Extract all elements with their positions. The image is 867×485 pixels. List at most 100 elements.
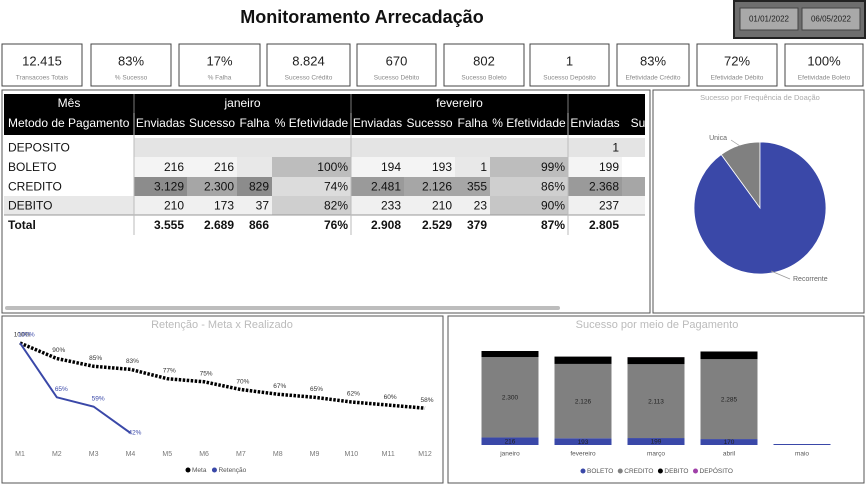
date-start-box[interactable] (739, 7, 799, 31)
table-cell (237, 157, 272, 177)
table-cell (490, 215, 568, 235)
legend-marker (211, 467, 217, 473)
line-panel (1, 315, 444, 484)
x-tick-label: M5 (162, 451, 172, 458)
table-value: 2.908 (371, 218, 401, 232)
x-tick-label: M7 (236, 451, 246, 458)
kpi-card (356, 43, 437, 87)
table-cell (404, 157, 455, 177)
date-end-box[interactable] (801, 7, 861, 31)
table-value: 1 (612, 141, 619, 155)
chart-title: Sucesso por meio de Pagamento (576, 319, 739, 331)
table-cell (272, 157, 351, 177)
table-cell (568, 196, 622, 215)
table-cell (272, 196, 351, 215)
x-tick-label: março (647, 451, 665, 458)
kpi-card (696, 43, 778, 87)
table-cell (622, 215, 645, 235)
bar-segment (481, 351, 539, 358)
kpi-value: 83% (640, 53, 666, 68)
table-cell (490, 157, 568, 177)
row-header: DEBITO (8, 199, 52, 213)
row-header: DEPOSITO (8, 141, 70, 155)
x-tick-label: abril (723, 451, 736, 458)
kpi-value: 100% (807, 53, 841, 68)
table-cell (568, 138, 622, 157)
slice-label: Unica (709, 135, 727, 142)
table-cell (187, 177, 237, 196)
kpi-value: 72% (724, 53, 750, 68)
x-tick-label: maio (795, 451, 809, 458)
kpi-card (90, 43, 172, 87)
table-value: 233 (381, 199, 401, 213)
kpi-label: % Sucesso (115, 75, 148, 82)
table-cell (134, 138, 187, 157)
legend-label: BOLETO (587, 468, 613, 475)
table-value: 379 (467, 218, 487, 232)
kpi-card (1, 43, 83, 87)
month-header: Mês (58, 96, 81, 110)
kpi-label: Sucesso Boleto (461, 75, 507, 82)
x-tick-label: M3 (89, 451, 99, 458)
table-cell (4, 177, 134, 196)
table-cell (4, 157, 134, 177)
data-label: 65% (310, 386, 323, 393)
chart-title: Sucesso por Frequência de Doação (700, 93, 820, 102)
legend-marker (693, 468, 698, 474)
date-end: 06/05/2022 (811, 15, 852, 24)
slice-label: Recorrente (793, 276, 828, 283)
kpi-value: 8.824 (292, 53, 325, 68)
column-header: % Efetividade (275, 116, 349, 130)
data-label: 58% (420, 397, 433, 404)
scrollbar[interactable] (5, 306, 560, 310)
leader-line (770, 270, 791, 280)
data-label: 60% (384, 394, 397, 401)
kpi-label: Efetividade Crédito (626, 75, 681, 82)
table-value: 3.555 (154, 218, 184, 232)
bar-segment (773, 444, 831, 445)
kpi-label: Sucesso Depósito (543, 75, 596, 82)
table-value: 3.129 (154, 180, 184, 194)
data-label: 100% (14, 332, 31, 339)
series-line (19, 342, 132, 434)
legend-marker (657, 468, 663, 474)
table-cell (455, 215, 490, 235)
table-cell (237, 215, 272, 235)
column-header: Sucesso (406, 116, 452, 130)
table-cell (134, 215, 187, 235)
table-cell (404, 177, 455, 196)
table-cell (187, 138, 237, 157)
table-cell (351, 177, 404, 196)
x-tick-label: M10 (345, 451, 359, 458)
table-cell (351, 196, 404, 215)
table-cell (272, 138, 351, 157)
table-value: 99% (541, 160, 565, 174)
table-cell (134, 177, 187, 196)
column-header: Metodo de Pagamento (8, 116, 130, 130)
table-value: 216 (164, 160, 184, 174)
table-value: 193 (432, 160, 452, 174)
data-label: 65% (55, 386, 68, 393)
table-cell (490, 138, 568, 157)
x-tick-label: janeiro (499, 451, 520, 458)
table-cell (187, 215, 237, 235)
bar-segment (554, 363, 612, 439)
table-value: 216 (214, 160, 234, 174)
table-cell (272, 215, 351, 235)
data-label: 70% (236, 378, 249, 385)
bar-segment (700, 359, 758, 440)
table-cell (272, 177, 351, 196)
table-cell (455, 177, 490, 196)
chart-title: Retenção - Meta x Realizado (151, 319, 293, 331)
table-value: 23 (474, 199, 488, 213)
table-cell (404, 138, 455, 157)
page-title: Monitoramento Arrecadação (240, 7, 483, 27)
table-cell (4, 196, 134, 215)
table-value: 87% (541, 218, 565, 232)
column-header: Enviadas (136, 116, 185, 130)
table-cell (4, 215, 134, 235)
data-label: 62% (347, 391, 360, 398)
table-cell (455, 196, 490, 215)
column-header: % Efetividade (492, 116, 566, 130)
table-value: 2.689 (204, 218, 234, 232)
